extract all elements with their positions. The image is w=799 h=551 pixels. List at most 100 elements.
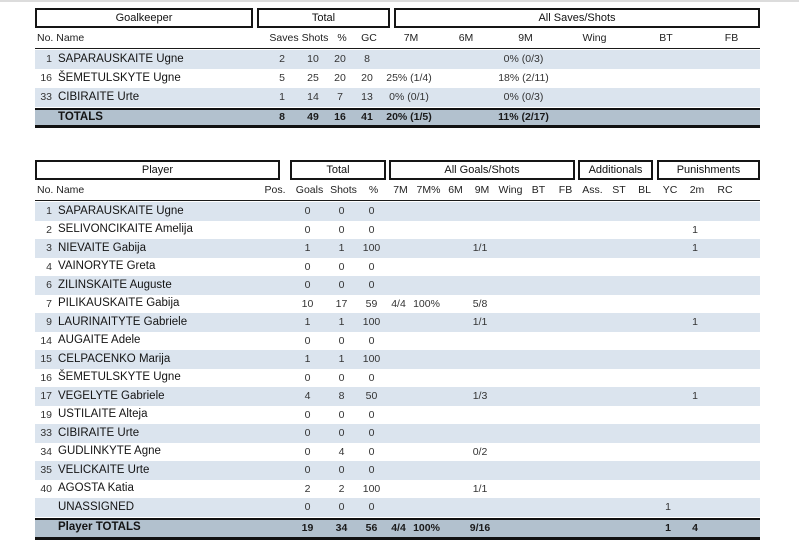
- player-column-header-row: No. Name Pos. Goals Shots% 7M 7M% 6M 9M Wing BT FB…: [35, 180, 760, 201]
- table-cell: 0: [304, 464, 311, 476]
- table-cell: SAPARAUSKAITE Ugne: [58, 52, 184, 65]
- table-cell: 17: [40, 390, 52, 402]
- table-cell: 10: [307, 53, 319, 66]
- table-cell: 15: [40, 353, 52, 365]
- table-cell: 9/16: [469, 521, 491, 534]
- table-cell: 14: [40, 334, 52, 347]
- table-row: 1 SAPARAUSKAITE Ugne 2 10 20 8 0% (0/3): [35, 50, 760, 69]
- table-cell: 41: [361, 111, 373, 124]
- table-cell: 2: [338, 482, 345, 495]
- table-cell: LAURINAITYTE Gabriele: [58, 315, 188, 328]
- table-row: 17 VEGELYTE Gabriele 4 8 50 1/3 1: [35, 387, 760, 406]
- table-cell: 9M: [518, 31, 533, 44]
- table-cell: 0: [368, 445, 375, 458]
- table-row: 34 GUDLINKYTE Agne 0 4 0 0/2: [35, 443, 760, 462]
- table-cell: 4: [304, 390, 311, 402]
- table-cell: PILIKAUSKAITE Gabija: [58, 297, 180, 309]
- table-cell: Saves: [269, 31, 299, 44]
- table-cell: 0: [368, 371, 375, 384]
- table-row: 1 SAPARAUSKAITE Ugne 0 0 0: [35, 202, 760, 221]
- table-cell: 8: [279, 111, 285, 124]
- table-cell: 19: [40, 408, 52, 421]
- table-cell: 4: [338, 445, 345, 458]
- table-cell: 5: [279, 72, 285, 85]
- table-cell: 0: [338, 464, 345, 476]
- table-cell: NIEVAITE Gabija: [58, 241, 146, 254]
- table-cell: 0: [338, 371, 345, 384]
- table-cell: 3: [46, 242, 52, 254]
- table-row: 9 LAURINAITYTE Gabriele 1 1 100 1/1 1: [35, 313, 760, 332]
- table-cell: 13: [361, 91, 373, 104]
- table-cell: ŠEMETULSKYTE Ugne: [58, 371, 181, 383]
- table-cell: 4: [46, 260, 52, 273]
- goalkeeper-column-header-row: No. Name Saves Shots% GC 7M 6M 9M Wing BT FB: [35, 28, 760, 49]
- table-cell: 0: [304, 279, 311, 291]
- table-cell: No. Name: [37, 31, 85, 44]
- table-cell: Wing: [582, 31, 607, 44]
- table-cell: VEGELYTE Gabriele: [58, 389, 165, 402]
- table-row: 2 SELIVONCIKAITE Amelija 0 0 0 1: [35, 221, 760, 240]
- table-cell: 33: [40, 91, 52, 104]
- goalkeeper-totals-row: TOTALS 8 49 16 41 20% (1/5) 11% (2/17): [35, 108, 760, 128]
- table-row: 6 ZILINSKAITE Auguste 0 0 0: [35, 276, 760, 295]
- table-cell: 0: [338, 205, 345, 217]
- table-cell: 100: [362, 353, 381, 365]
- table-cell: TOTALS: [58, 110, 103, 123]
- table-cell: No. Name: [37, 183, 85, 196]
- table-cell: 7M%: [416, 183, 441, 196]
- table-cell: 33: [40, 427, 52, 439]
- table-cell: ŠEMETULSKYTE Ugne: [58, 71, 181, 84]
- table-cell: 18% (2/11): [498, 72, 549, 85]
- table-cell: BL: [638, 183, 651, 196]
- player-table-body: 1 SAPARAUSKAITE Ugne 0 0 0 2 SELIVONCIKAITE Am…: [35, 202, 760, 517]
- table-cell: 0: [368, 279, 375, 291]
- table-cell: 7: [337, 91, 343, 104]
- table-cell: Wing: [498, 183, 523, 196]
- table-cell: 1: [304, 242, 311, 254]
- table-cell: 1: [665, 501, 671, 513]
- table-cell: 7: [46, 297, 52, 310]
- table-cell: 59: [365, 297, 378, 310]
- table-cell: 0: [368, 223, 375, 236]
- table-cell: 0: [304, 260, 311, 273]
- group-header-punishments: Punishments: [657, 160, 760, 180]
- group-header-goalkeeper: Goalkeeper: [35, 8, 253, 28]
- table-cell: 0: [304, 408, 311, 421]
- goalkeeper-table: Goalkeeper Total All Saves/Shots No. Nam…: [35, 8, 760, 128]
- table-cell: 0% (0/3): [503, 53, 544, 66]
- table-cell: 0: [368, 501, 375, 513]
- table-cell: 2: [279, 53, 285, 66]
- table-cell: 20% (1/5): [386, 111, 432, 124]
- table-cell: USTILAITE Alteja: [58, 408, 148, 420]
- table-cell: 1/1: [472, 316, 488, 328]
- table-cell: 1/3: [472, 390, 488, 402]
- table-cell: 1: [304, 316, 311, 328]
- goalkeeper-table-body: 1 SAPARAUSKAITE Ugne 2 10 20 8 0% (0/3) 16 ŠEMET…: [35, 50, 760, 107]
- table-cell: CIBIRAITE Urte: [58, 426, 140, 439]
- table-cell: 0: [304, 223, 311, 236]
- table-row: 3 NIEVAITE Gabija 1 1 100 1/1 1: [35, 239, 760, 258]
- table-cell: 56: [365, 521, 378, 534]
- table-cell: 11% (2/17): [498, 111, 549, 124]
- table-cell: 0: [338, 279, 345, 291]
- table-cell: 0: [338, 501, 345, 513]
- table-cell: 4/4: [391, 521, 406, 534]
- table-cell: RC: [717, 183, 733, 196]
- table-cell: 1: [692, 242, 698, 254]
- table-cell: VELICKAITE Urte: [58, 463, 150, 476]
- table-cell: %: [368, 183, 379, 196]
- table-cell: 0: [368, 464, 375, 476]
- goalkeeper-group-header-row: Goalkeeper Total All Saves/Shots: [35, 8, 760, 28]
- table-cell: 19: [301, 521, 314, 534]
- table-cell: 16: [40, 72, 52, 85]
- table-cell: AUGAITE Adele: [58, 334, 141, 346]
- table-cell: 0: [304, 445, 311, 458]
- table-cell: 4: [692, 521, 698, 534]
- table-cell: %: [337, 31, 347, 44]
- table-cell: 10: [301, 297, 314, 310]
- table-cell: CIBIRAITE Urte: [58, 90, 140, 103]
- table-cell: 0: [368, 408, 375, 421]
- table-cell: CELPACENKO Marija: [58, 352, 171, 365]
- table-cell: 0: [338, 334, 345, 347]
- table-cell: 1/1: [472, 482, 488, 495]
